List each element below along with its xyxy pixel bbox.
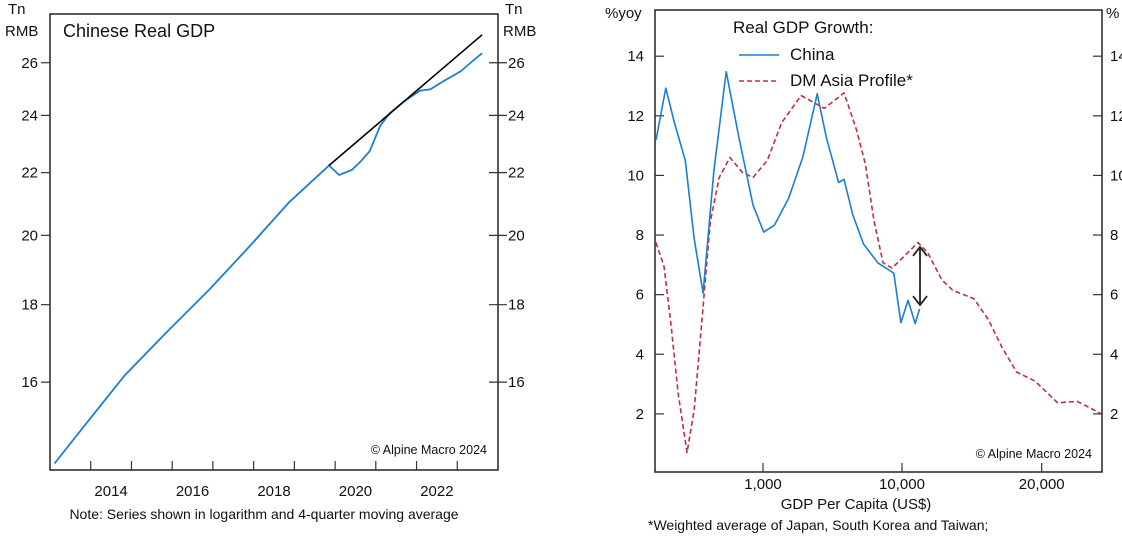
left-y-tick-label: 24 xyxy=(21,107,38,124)
left-x-tick-label: 2016 xyxy=(176,483,209,500)
right-y-tick-label: 14 xyxy=(627,48,644,65)
legend-title: Real GDP Growth: xyxy=(733,18,873,37)
right-plot-frame xyxy=(654,9,1103,473)
right-y-tick-label: 2 xyxy=(636,406,644,423)
left-y-tick-label: 26 xyxy=(21,55,38,72)
china-growth-line xyxy=(655,70,921,325)
left-chart-note: Note: Series shown in logarithm and 4-qu… xyxy=(69,506,458,522)
right-x-axis-label: GDP Per Capita (US$) xyxy=(781,496,932,513)
dm-asia-profile-line xyxy=(655,92,1101,454)
left-y-tick-label: 18 xyxy=(21,297,38,314)
gap-arrow-head-down xyxy=(912,295,928,307)
left-y-tick-label-right: 22 xyxy=(508,165,525,182)
left-y-unit-tn-right: Tn xyxy=(505,1,523,18)
left-y-tick-label-right: 18 xyxy=(508,297,525,314)
right-y-tick-label: 6 xyxy=(636,287,644,304)
left-chart-copyright: © Alpine Macro 2024 xyxy=(371,443,487,457)
right-y-tick-label-right: 8 xyxy=(1110,227,1118,244)
right-y-tick-label-right: 10 xyxy=(1110,167,1122,184)
right-y-tick-label: 12 xyxy=(627,108,644,125)
left-x-tick-label: 2022 xyxy=(420,483,453,500)
left-y-tick-label-right: 16 xyxy=(508,374,525,391)
right-x-tick-label: 10,000 xyxy=(879,476,925,493)
right-y-tick-label: 4 xyxy=(636,346,644,363)
left-x-tick-label: 2018 xyxy=(257,483,290,500)
legend-label-china: China xyxy=(790,45,835,64)
right-chart-footnote: *Weighted average of Japan, South Korea … xyxy=(648,517,988,533)
right-y-tick-label: 8 xyxy=(636,227,644,244)
left-y-tick-label-right: 24 xyxy=(508,107,525,124)
left-plot-frame xyxy=(49,13,499,471)
right-y-unit-right: % xyxy=(1106,5,1119,22)
right-x-tick-label: 1,000 xyxy=(744,476,782,493)
right-y-tick-label-right: 6 xyxy=(1110,287,1118,304)
legend-label-dm-asia: DM Asia Profile* xyxy=(790,71,913,90)
left-y-tick-label: 20 xyxy=(21,227,38,244)
left-y-unit-rmb: RMB xyxy=(5,23,38,40)
right-y-unit-left: %yoy xyxy=(605,5,642,22)
right-x-tick-label: 20,000 xyxy=(1019,476,1065,493)
right-y-tick-label-right: 4 xyxy=(1110,346,1118,363)
pre-covid-trend-line xyxy=(328,34,483,167)
right-chart-copyright: © Alpine Macro 2024 xyxy=(976,447,1092,461)
left-y-unit-tn: Tn xyxy=(8,1,26,18)
right-y-tick-label-right: 2 xyxy=(1110,406,1118,423)
left-x-tick-label: 2014 xyxy=(94,483,127,500)
left-y-tick-label-right: 20 xyxy=(508,227,525,244)
gdp-series-line xyxy=(53,52,483,465)
left-chart-title: Chinese Real GDP xyxy=(63,21,215,41)
left-y-tick-label-right: 26 xyxy=(508,55,525,72)
left-x-tick-label: 2020 xyxy=(339,483,372,500)
right-y-tick-label: 10 xyxy=(627,167,644,184)
right-y-tick-label-right: 12 xyxy=(1110,108,1122,125)
right-y-tick-label-right: 14 xyxy=(1110,48,1122,65)
left-y-tick-label: 16 xyxy=(21,374,38,391)
left-y-unit-rmb-right: RMB xyxy=(503,23,536,40)
left-y-tick-label: 22 xyxy=(21,165,38,182)
gap-arrow-head-up xyxy=(912,245,928,257)
